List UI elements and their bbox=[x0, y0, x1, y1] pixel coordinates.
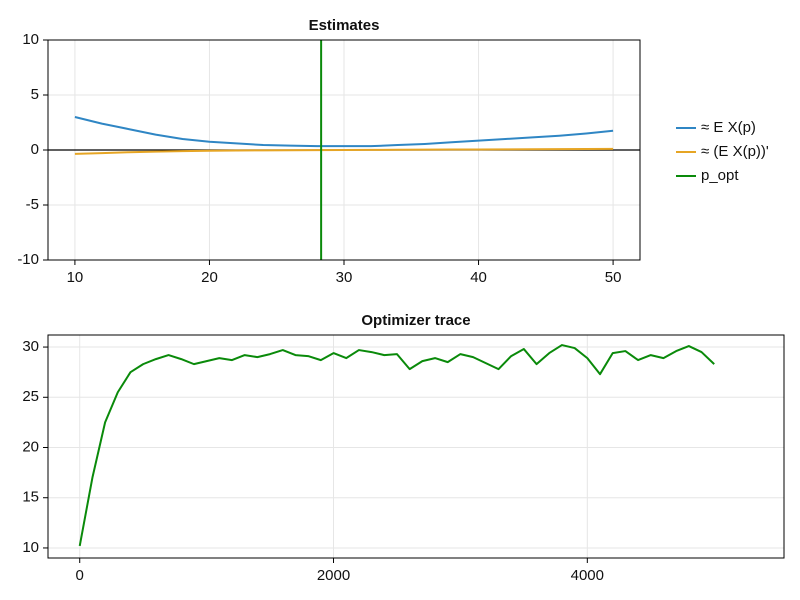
x-tick-label: 0 bbox=[76, 567, 84, 584]
y-tick-label: 5 bbox=[31, 86, 39, 103]
chart-title: Optimizer trace bbox=[361, 312, 470, 329]
y-tick-label: 25 bbox=[22, 388, 39, 405]
y-tick-label: 10 bbox=[22, 539, 39, 556]
y-tick-label: 30 bbox=[22, 338, 39, 355]
series-line bbox=[74, 116, 614, 148]
y-tick-label: -10 bbox=[17, 251, 39, 268]
x-tick-label: 10 bbox=[67, 269, 84, 286]
y-tick-label: -5 bbox=[26, 196, 39, 213]
y-tick-label: 0 bbox=[31, 141, 39, 158]
x-tick-label: 50 bbox=[605, 269, 622, 286]
plot-frame bbox=[47, 334, 785, 559]
y-tick-label: 15 bbox=[22, 489, 39, 506]
legend-label: ≈ E X(p) bbox=[701, 119, 756, 136]
series-line bbox=[78, 344, 715, 547]
x-tick-label: 20 bbox=[201, 269, 218, 286]
y-tick-label: 20 bbox=[22, 438, 39, 455]
legend-label: p_opt bbox=[701, 167, 739, 184]
x-tick-label: 4000 bbox=[571, 567, 604, 584]
x-tick-label: 2000 bbox=[317, 567, 350, 584]
legend-label: ≈ (E X(p))' bbox=[701, 143, 769, 160]
series-line bbox=[74, 147, 614, 155]
subplot: Estimates 10 20 30 40 50 -10 -5 0 5 10 ≈ E X(p) ≈ (E… bbox=[17, 17, 769, 286]
x-tick-label: 40 bbox=[470, 269, 487, 286]
y-tick-label: 10 bbox=[22, 31, 39, 48]
subplot: Optimizer trace 0 2000 4000 10 15 20 25 30 bbox=[22, 312, 785, 584]
chart-title: Estimates bbox=[309, 17, 380, 34]
plot-frame bbox=[47, 39, 641, 261]
x-tick-label: 30 bbox=[336, 269, 353, 286]
